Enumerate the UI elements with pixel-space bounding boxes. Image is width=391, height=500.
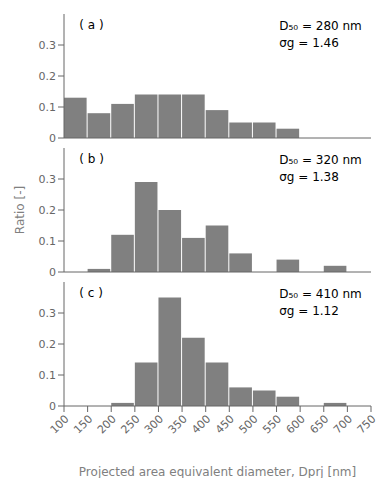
svg-text:700: 700	[331, 412, 355, 436]
svg-text:750: 750	[355, 412, 379, 436]
svg-text:400: 400	[189, 412, 213, 436]
svg-text:0: 0	[49, 132, 56, 142]
html-text:σg = 1.38: σg = 1.38	[279, 169, 339, 184]
svg-text:0.2: 0.2	[39, 338, 57, 351]
svg-text:Projected area equivalent diam: Projected area equivalent diameter, Dprj…	[79, 465, 356, 478]
html-text:D₅₀ = 280 nm: D₅₀ = 280 nm	[279, 19, 362, 33]
svg-text:0.1: 0.1	[39, 369, 57, 382]
svg-text:0: 0	[49, 400, 56, 413]
svg-text:0: 0	[49, 266, 56, 276]
svg-text:300: 300	[142, 412, 166, 436]
svg-text:0.3: 0.3	[39, 173, 57, 186]
html-text:σg = 1.12: σg = 1.12	[279, 303, 339, 318]
html-text:( c ): ( c )	[79, 286, 103, 300]
svg-text:0.1: 0.1	[39, 235, 57, 248]
html-text:D₅₀ = 410 nm: D₅₀ = 410 nm	[279, 287, 362, 301]
svg-text:450: 450	[213, 412, 237, 436]
svg-text:550: 550	[260, 412, 284, 436]
html-text:( a ): ( a )	[79, 18, 104, 32]
svg-text:0.3: 0.3	[39, 307, 57, 320]
svg-text:0.2: 0.2	[39, 70, 57, 83]
svg-text:150: 150	[71, 412, 95, 436]
svg-text:500: 500	[237, 412, 261, 436]
svg-text:0.3: 0.3	[39, 39, 57, 52]
svg-text:350: 350	[166, 412, 190, 436]
svg-text:250: 250	[118, 412, 142, 436]
html-text:D₅₀ = 320 nm: D₅₀ = 320 nm	[279, 153, 362, 167]
svg-text:0.2: 0.2	[39, 204, 57, 217]
html-text:σg = 1.46: σg = 1.46	[279, 35, 339, 50]
svg-text:0.1: 0.1	[39, 101, 57, 114]
html-text:( b ): ( b )	[79, 152, 104, 166]
svg-text:Ratio [-]: Ratio [-]	[13, 186, 27, 234]
svg-text:600: 600	[284, 412, 308, 436]
svg-text:650: 650	[307, 412, 331, 436]
svg-text:200: 200	[95, 412, 119, 436]
svg-text:100: 100	[48, 412, 72, 436]
